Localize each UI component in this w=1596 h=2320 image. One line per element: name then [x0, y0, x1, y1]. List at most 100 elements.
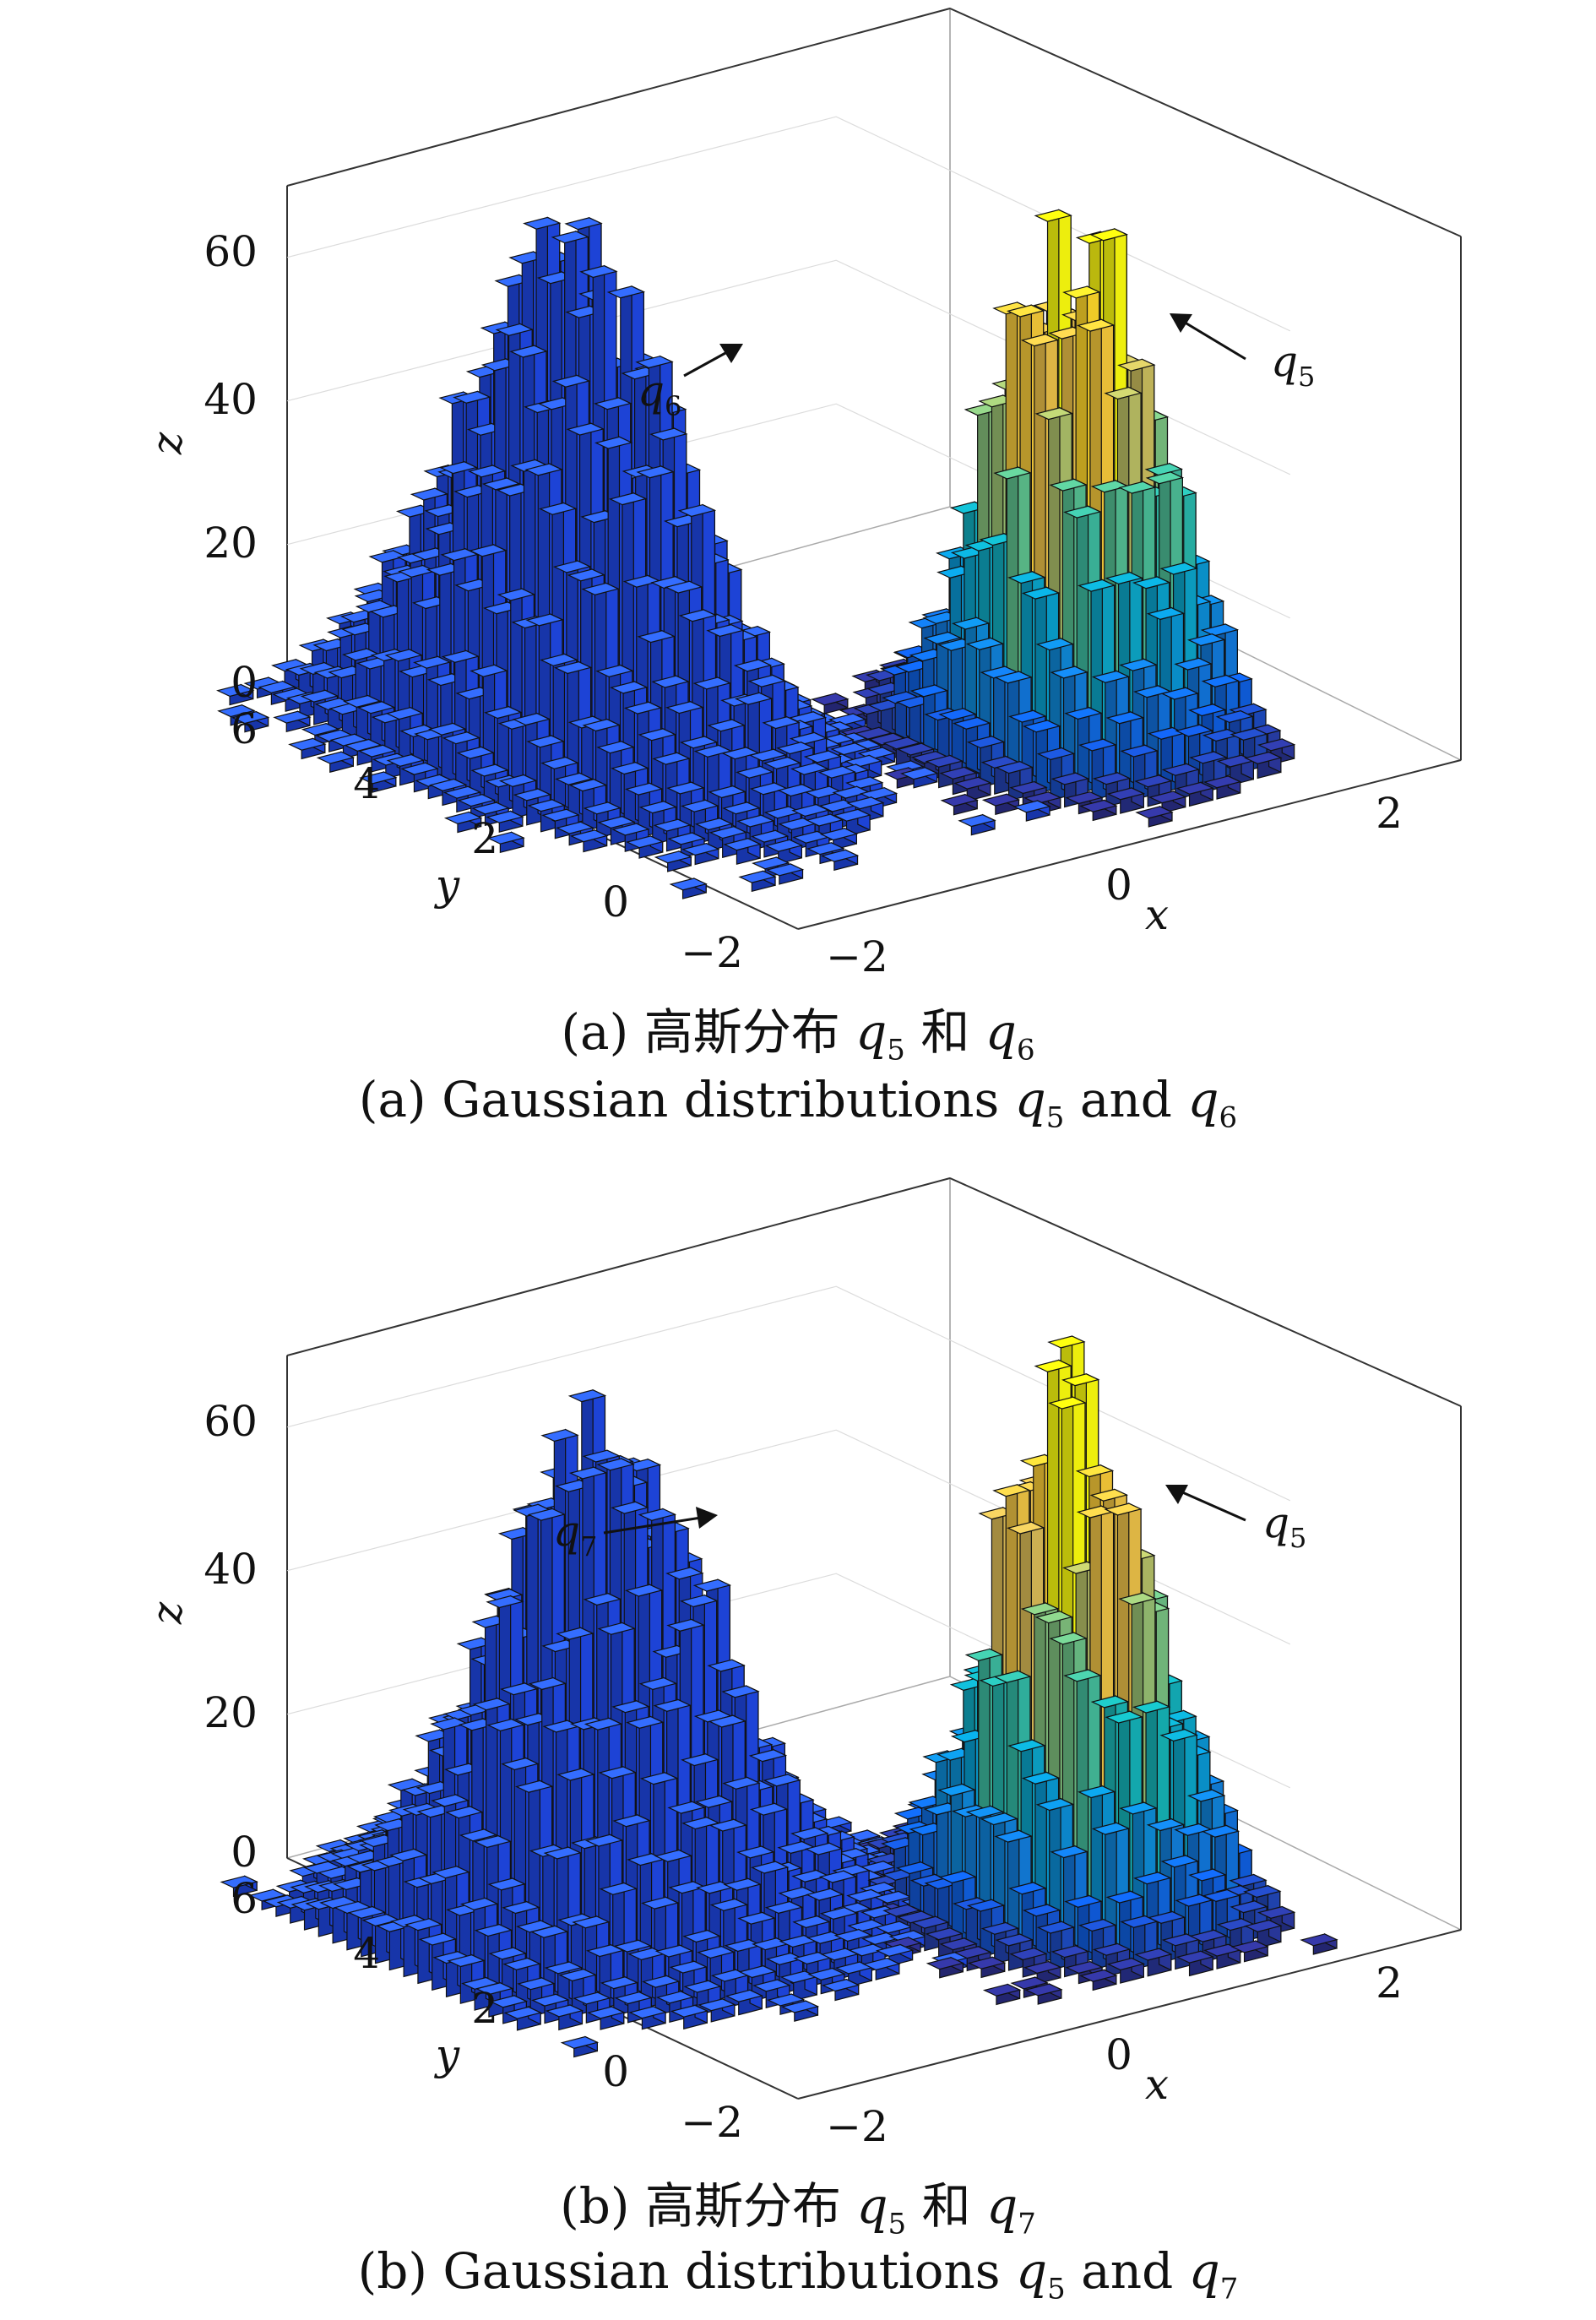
annotation-right: q5 — [1165, 1485, 1306, 1554]
bar-q7 — [628, 2005, 667, 2030]
y-axis-label: y — [434, 861, 460, 910]
bar-q5 — [1023, 1960, 1062, 1985]
bar-q7 — [862, 1957, 901, 1980]
bar-q5 — [1079, 1969, 1118, 1991]
z-tick-labels: 0 20 40 60 — [204, 227, 258, 707]
bar-q5 — [1106, 1957, 1146, 1984]
z-tick: 60 — [204, 227, 258, 276]
z-axis-label: z — [143, 1601, 192, 1625]
bar-q5 — [1244, 751, 1283, 780]
annotation-right: q5 — [1170, 313, 1315, 393]
top-edge-left — [286, 8, 951, 187]
axes-box — [286, 1176, 1462, 2100]
bar-q6 — [723, 837, 762, 865]
bar-q7 — [220, 1875, 258, 1898]
annotation-arrow — [1180, 1490, 1246, 1522]
bar-q5 — [953, 776, 992, 802]
caption-en-b: (b) Gaussian distributions q5 and q7 — [357, 2242, 1239, 2306]
z-tick: 40 — [204, 1545, 258, 1594]
y-tick: 6 — [231, 1874, 258, 1923]
chart-a-svg: 0 20 40 60 z −2 0 2 4 6 y −2 0 2 x q6 q5 — [143, 7, 1462, 981]
bar-q6 — [900, 766, 939, 789]
bars-group — [216, 209, 1296, 899]
annotation-arrow — [1181, 319, 1246, 361]
annotation-label: q7 — [553, 1507, 597, 1562]
bar-q6 — [820, 849, 860, 872]
bar-q5 — [1079, 799, 1118, 822]
annotation-left: q7 — [553, 1507, 718, 1562]
x-axis-line — [797, 1929, 1462, 2100]
bar-q6 — [316, 751, 356, 774]
bar-q5 — [1230, 1940, 1269, 1963]
x-tick: 0 — [1105, 2030, 1132, 2079]
bar-q5 — [1175, 781, 1214, 807]
y-tick: −2 — [681, 928, 743, 977]
bar-q6 — [359, 771, 398, 793]
caption-en-a: (a) Gaussian distributions q5 and q6 — [358, 1071, 1238, 1135]
z-tick: 20 — [204, 519, 258, 568]
annotation-label: q5 — [1262, 1498, 1306, 1554]
bar-q5 — [981, 793, 1021, 816]
bar-q5 — [982, 1983, 1022, 2006]
bar-q5 — [1257, 1905, 1296, 1935]
bar-q7 — [725, 1989, 764, 2016]
grid-line — [287, 116, 1291, 332]
z-tick: 60 — [204, 1397, 258, 1446]
x-tick: 2 — [1376, 789, 1403, 838]
bar-q5 — [1148, 790, 1187, 814]
y-tick: 2 — [471, 1984, 498, 2033]
bar-q6 — [765, 863, 805, 885]
bar-q6 — [667, 832, 706, 859]
bar-q5 — [1202, 775, 1242, 800]
annotation-left: q6 — [638, 344, 743, 422]
bar-q6 — [569, 829, 609, 853]
z-tick: 0 — [231, 1828, 258, 1877]
bar-q5 — [1134, 1948, 1173, 1977]
caption-cn-b: (b) 高斯分布 q5 和 q7 — [560, 2177, 1036, 2241]
bar-q7 — [698, 1997, 736, 2023]
bar-q7 — [560, 2035, 600, 2058]
bar-q6 — [216, 683, 255, 706]
chart-panel-a: 0 20 40 60 z −2 0 2 4 6 y −2 0 2 x q6 q5 — [0, 0, 1596, 997]
bar-q5 — [926, 1956, 965, 1979]
bar-q5 — [1024, 1983, 1063, 2005]
bar-q6 — [626, 834, 665, 859]
bar-q6 — [486, 810, 524, 833]
arrowhead — [696, 1507, 718, 1529]
bar-q6 — [486, 831, 525, 854]
bar-q6 — [288, 737, 327, 760]
bar-q7 — [587, 2006, 626, 2030]
x-tick-labels: −2 0 2 — [826, 1959, 1403, 2151]
annotation-label: q5 — [1271, 337, 1315, 393]
arrowhead — [1165, 1485, 1188, 1504]
y-tick-labels: −2 0 2 4 6 — [231, 704, 743, 977]
annotation-arrow — [603, 1516, 702, 1535]
bar-q7 — [670, 2004, 709, 2030]
top-edge-right — [949, 1177, 1462, 1407]
bar-q6 — [273, 710, 312, 733]
z-tick: 0 — [231, 658, 258, 707]
bar-q5 — [1244, 1919, 1283, 1949]
bar-q6 — [819, 827, 859, 850]
x-tick-labels: −2 0 2 — [826, 789, 1403, 981]
bar-q6 — [231, 710, 270, 733]
bar-q5 — [1135, 805, 1174, 828]
chart-panel-b: 0 20 40 60 z −2 0 2 4 6 y −2 0 2 x q7 q5 — [0, 1174, 1596, 2171]
bar-q5 — [1300, 1933, 1338, 1955]
bar-q5 — [967, 1956, 1007, 1979]
bar-q6 — [1012, 800, 1051, 822]
y-tick: 0 — [602, 877, 629, 926]
z-axis-label: z — [143, 432, 192, 455]
x-axis-label: x — [1145, 2060, 1169, 2109]
y-tick: 4 — [353, 759, 380, 808]
x-axis-label: x — [1145, 890, 1169, 939]
y-tick: 4 — [353, 1929, 380, 1978]
bar-q6 — [738, 870, 777, 893]
top-edge-right — [949, 8, 1462, 237]
x-tick: 2 — [1376, 1959, 1403, 2008]
z-tick: 40 — [204, 375, 258, 424]
y-tick: 0 — [602, 2047, 629, 2096]
bar-q5 — [1175, 1950, 1214, 1977]
grid-line — [287, 1285, 1291, 1502]
bar-q5 — [940, 793, 979, 816]
